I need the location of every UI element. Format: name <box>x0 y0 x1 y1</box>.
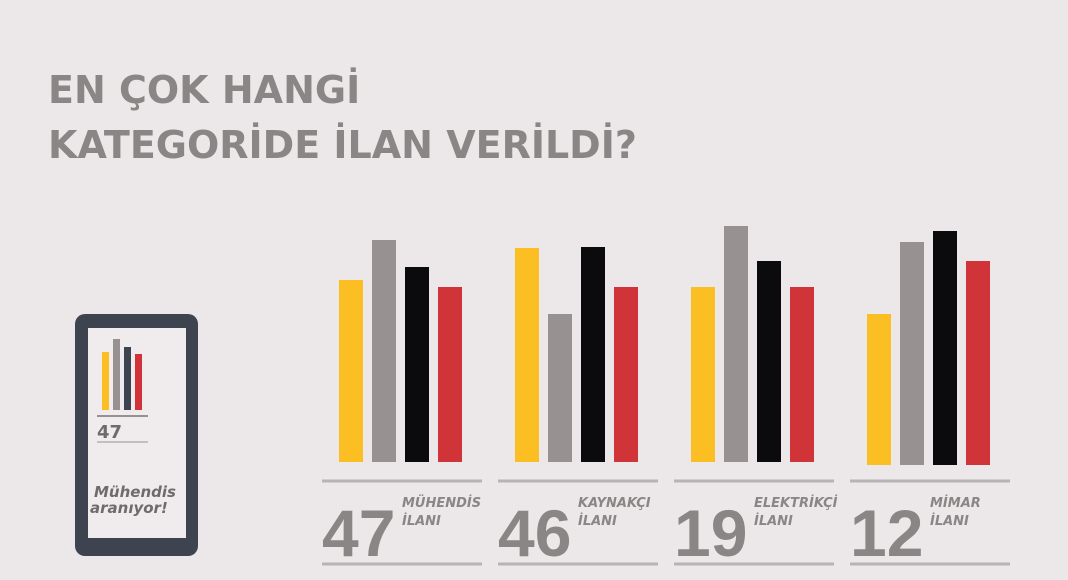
decor-bar <box>372 240 396 462</box>
decor-bar <box>966 261 990 465</box>
category-label: KAYNAKÇI <box>578 496 651 511</box>
category-label: ELEKTRİKÇİ <box>754 495 838 511</box>
mini-bar <box>102 352 109 410</box>
decor-bar <box>614 287 638 462</box>
category-number: 19 <box>674 496 747 570</box>
mini-bar <box>135 354 142 410</box>
decor-bar <box>757 261 781 462</box>
mini-bar <box>113 339 120 410</box>
title-line: EN ÇOK HANGİ <box>48 68 360 112</box>
category-number: 12 <box>850 496 923 570</box>
decor-bar <box>790 287 814 462</box>
decor-bar <box>933 231 957 465</box>
category-number: 47 <box>322 496 395 570</box>
phone-slogan: aranıyor! <box>90 499 168 517</box>
decor-bar <box>691 287 715 462</box>
category-label: İLANI <box>578 513 617 529</box>
category-label: MİMAR <box>930 495 981 511</box>
decor-bar <box>339 280 363 462</box>
decor-bar <box>515 248 539 462</box>
category-label: İLANI <box>402 513 441 529</box>
category-label: İLANI <box>754 513 793 529</box>
mini-bar <box>124 347 131 410</box>
phone-slogan: Mühendis <box>94 483 176 501</box>
title-line: KATEGORİDE İLAN VERİLDİ? <box>48 123 637 167</box>
decor-bar <box>581 247 605 462</box>
phone: 47 Mühendis aranıyor! <box>75 314 198 556</box>
decor-bar <box>900 242 924 465</box>
category-label: MÜHENDİS <box>402 495 481 511</box>
decor-bar <box>438 287 462 462</box>
phone-number: 47 <box>97 422 122 443</box>
category-number: 46 <box>498 496 571 570</box>
decor-bar <box>405 267 429 462</box>
decor-bar <box>724 226 748 462</box>
category-label: İLANI <box>930 513 969 529</box>
decor-bar <box>548 314 572 462</box>
decor-bar <box>867 314 891 465</box>
